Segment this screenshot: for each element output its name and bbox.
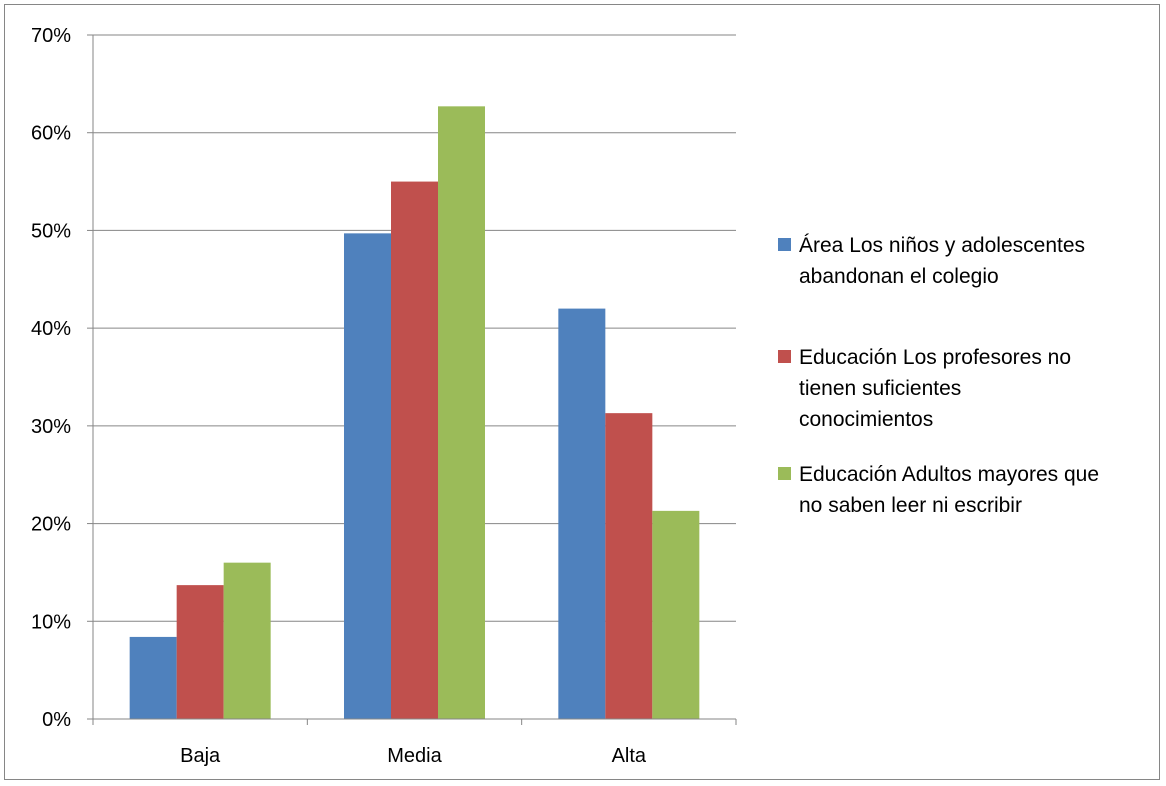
legend-label: Educación Adultos mayores que no saben le… xyxy=(799,463,1099,517)
legend-swatch xyxy=(778,238,791,251)
x-tick-label: Baja xyxy=(180,745,221,767)
bar-alta-series-1 xyxy=(558,308,606,719)
y-tick-label: 10% xyxy=(31,611,71,633)
x-axis-tick-labels: Baja Media Alta xyxy=(180,745,647,767)
legend: Área Los niños y adolescentes abandonan e… xyxy=(778,234,1099,517)
bar-baja-series-3 xyxy=(223,562,271,719)
y-tick-label: 60% xyxy=(31,123,71,145)
y-tick-label: 30% xyxy=(31,416,71,438)
legend-swatch xyxy=(778,467,791,480)
y-axis-tick-labels: 0% 10% 20% 30% 40% 50% 60% 70% xyxy=(31,25,71,731)
bar-baja-series-2 xyxy=(176,585,224,719)
bar-media-series-1 xyxy=(344,233,391,720)
legend-item: Educación Los profesores no tienen sufici… xyxy=(778,346,1071,431)
bar-media-series-3 xyxy=(438,106,485,720)
y-tick-label: 0% xyxy=(42,709,71,731)
axes xyxy=(87,34,737,725)
legend-item: Área Los niños y adolescentes abandonan e… xyxy=(778,234,1085,288)
y-tick-label: 70% xyxy=(31,25,71,47)
x-tick-label: Media xyxy=(387,745,442,767)
y-tick-label: 40% xyxy=(31,318,71,340)
x-tick-label: Alta xyxy=(612,745,647,767)
bar-media-series-2 xyxy=(391,181,438,720)
bar-baja-series-1 xyxy=(129,636,177,719)
legend-label: Educación Los profesores no tienen sufici… xyxy=(799,346,1071,431)
y-tick-label: 50% xyxy=(31,220,71,242)
bar-alta-series-2 xyxy=(605,413,653,719)
legend-swatch xyxy=(778,350,791,363)
legend-label: Área Los niños y adolescentes abandonan e… xyxy=(799,234,1085,288)
legend-item: Educación Adultos mayores que no saben le… xyxy=(778,463,1099,517)
y-tick-label: 20% xyxy=(31,514,71,536)
bars xyxy=(129,106,700,720)
bar-alta-series-3 xyxy=(652,510,700,719)
